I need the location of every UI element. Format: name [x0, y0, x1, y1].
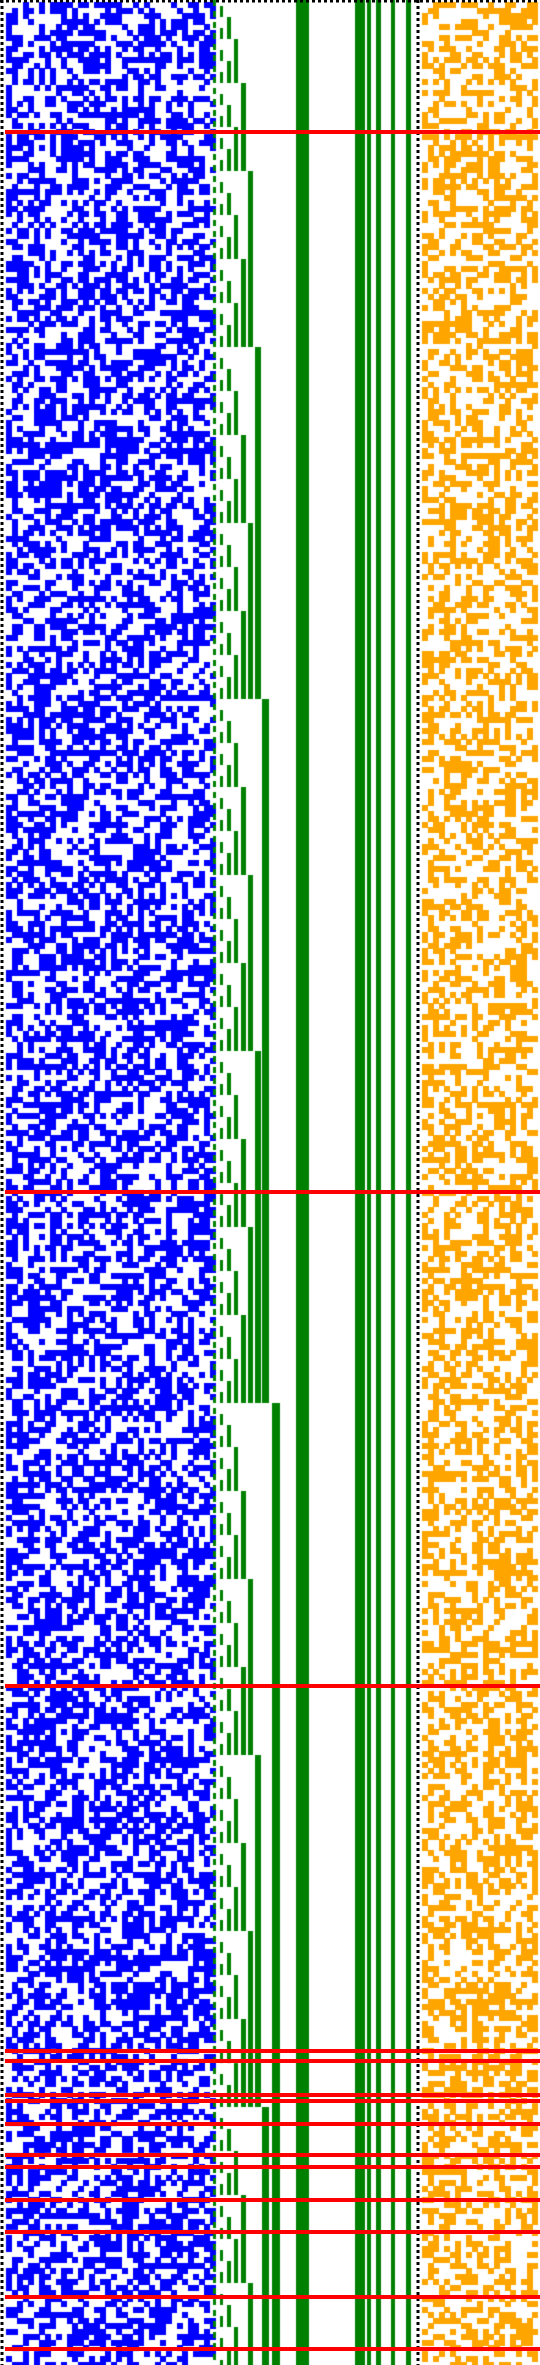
red-separator-lines — [5, 130, 540, 2351]
